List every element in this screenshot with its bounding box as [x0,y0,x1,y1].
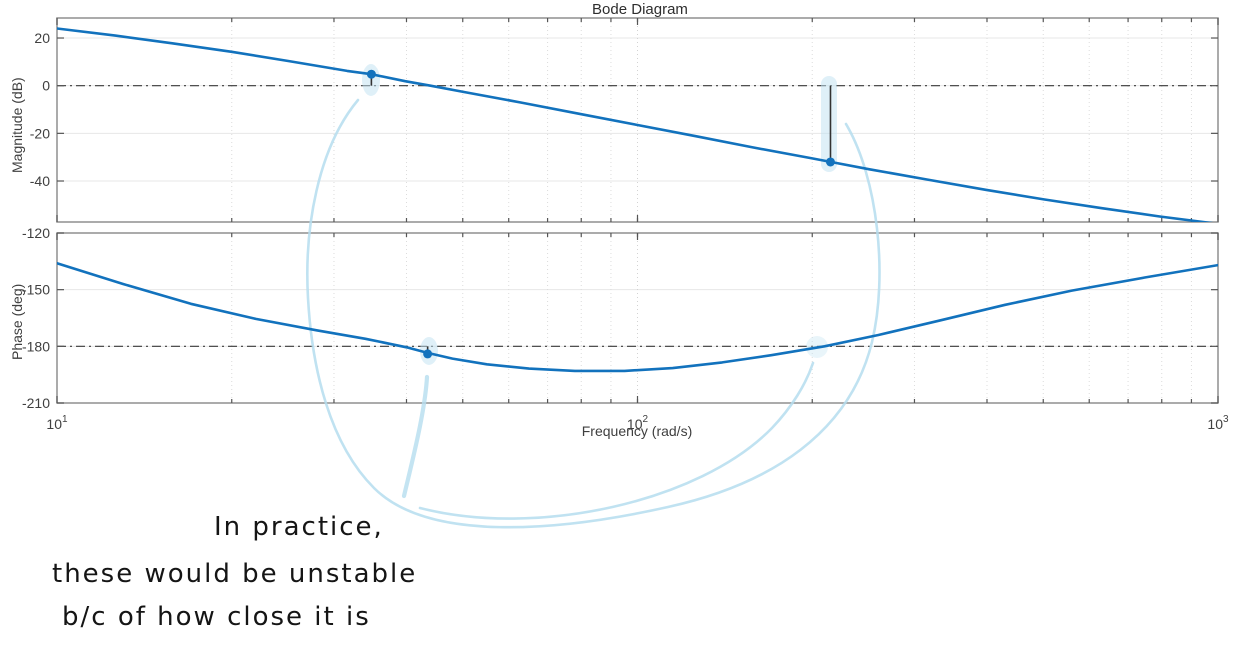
layer-lab: 20 0 -20 -40 -120 -150 -180 -210 101 102 103 [22,30,1229,432]
layer-fg [57,27,1218,373]
magnitude-curve [57,27,1214,222]
magnitude-ytick-label: -40 [30,173,50,189]
magnitude-ytick-label: 20 [34,30,50,46]
magnitude-axes-box [56,17,1219,223]
frequency-axis-label: Frequency (rad/s) [581,423,693,439]
pointer-line-to-text [401,374,430,499]
phase-margin-marker [423,349,433,359]
highlight-gain-margin-bar [821,76,837,172]
pointer-swoop-to-second-crossing [418,361,815,520]
handwritten-line: b/c of how close it is [62,602,371,632]
xtick-label: 103 [1207,414,1229,432]
phase-ytick-label: -180 [22,338,50,354]
handwritten-line: In practice, [214,512,384,542]
magnitude-margin-marker [366,69,376,79]
magnitude-ytick-label: 0 [42,78,50,94]
magnitude-axis-label: Magnitude (dB) [9,77,25,173]
phase-ytick-label: -210 [22,395,50,411]
phase-axis-label: Phase (deg) [9,283,25,360]
magnitude-margin-marker [825,157,835,167]
xtick-label: 101 [46,414,68,432]
phase-ytick-label: -150 [22,282,50,298]
xtick-label: 102 [627,414,649,432]
magnitude-ytick-label: -20 [30,125,50,141]
layer-bg [56,17,1219,404]
encircle-margins-oval [306,98,881,529]
layer-ink [306,64,881,529]
phase-curve [57,261,1218,373]
chart-title: Bode Diagram [592,1,688,18]
phase-ytick-label: -120 [22,225,50,241]
handwritten-line: these would be unstable [52,559,418,589]
